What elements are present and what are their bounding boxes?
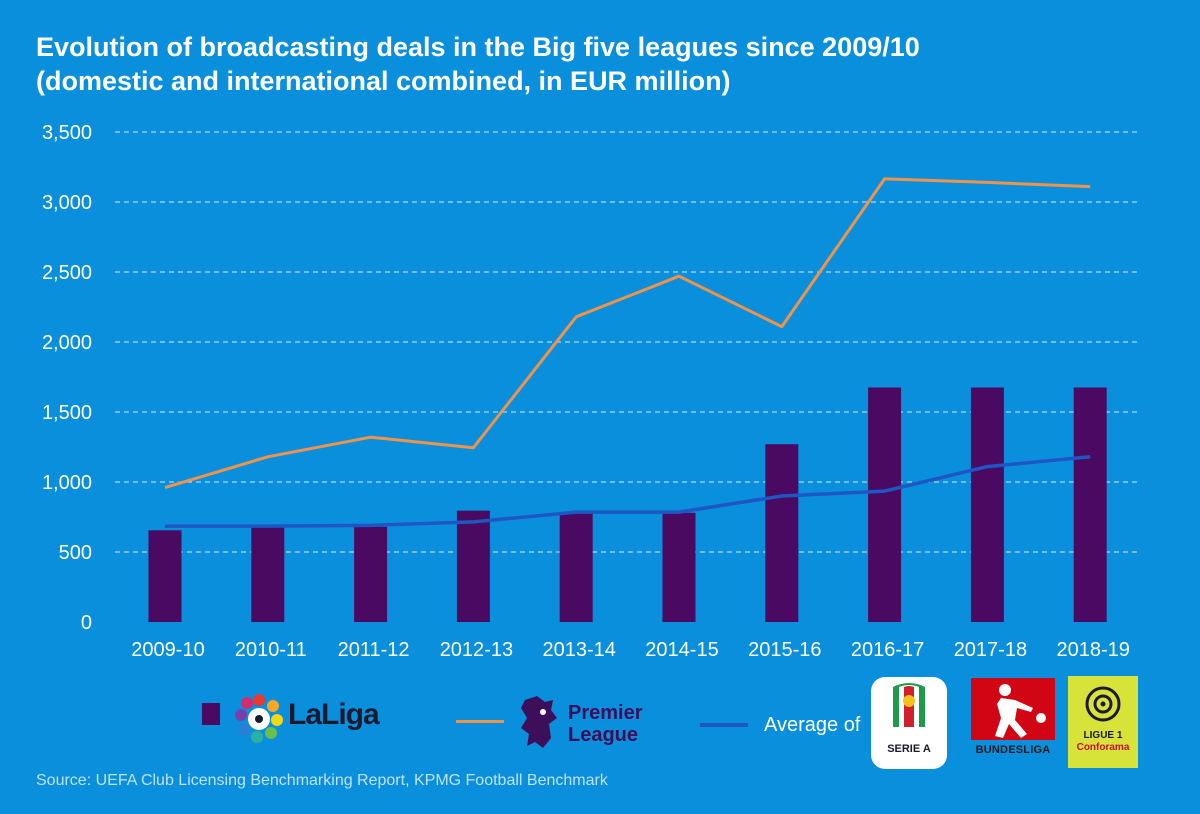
- x-tick-label: 2011-12: [338, 639, 410, 661]
- y-axis-tick-labels: 0 500 1,000 1,500 2,000 2,500 3,000 3,500: [42, 122, 92, 634]
- ligue-1-sponsor-label: Conforama: [1076, 742, 1130, 753]
- serie-a-logo: SERIE A: [871, 677, 947, 769]
- legend-premier-league-label: Premier League: [568, 702, 643, 746]
- bundesliga-label: BUNDESLIGA: [975, 744, 1051, 756]
- x-tick-label: 2010-11: [235, 639, 307, 661]
- y-tick-label: 0: [81, 612, 92, 634]
- x-tick-label: 2013-14: [542, 639, 615, 661]
- legend-pl-line2: League: [568, 724, 639, 746]
- x-tick-label: 2016-17: [851, 639, 924, 661]
- bundesliga-red-panel: [971, 678, 1055, 740]
- premier-league-lion-icon: [521, 696, 557, 748]
- x-tick-label: 2018-19: [1056, 639, 1129, 661]
- legend-average-label: Average of: [764, 714, 861, 736]
- line-series: [164, 177, 1091, 528]
- chart-title-line2: (domestic and international combined, in…: [36, 66, 731, 96]
- x-tick-label: 2012-13: [440, 639, 513, 661]
- x-tick-label: 2014-15: [645, 639, 718, 661]
- ligue-1-label: LIGUE 1: [1083, 730, 1123, 741]
- y-tick-label: 3,500: [42, 122, 92, 144]
- ligue-1-emblem-icon: [1085, 686, 1121, 722]
- legend-laliga-label: LaLiga: [288, 698, 380, 731]
- x-axis-tick-labels: 2009-10 2010-11 2011-12 2012-13 2013-14 2014-…: [131, 639, 1130, 661]
- y-tick-label: 1,000: [42, 472, 92, 494]
- legend-premier-league-swatch: [456, 720, 504, 723]
- x-tick-label: 2017-18: [954, 639, 1027, 661]
- laliga-logo-icon: [235, 694, 283, 743]
- bar-laliga: [456, 510, 490, 622]
- bar-laliga: [765, 444, 799, 622]
- x-tick-label: 2009-10: [131, 639, 204, 661]
- bar-laliga: [559, 512, 593, 622]
- bar-laliga: [354, 526, 388, 622]
- line-average: [165, 455, 1091, 528]
- y-tick-label: 500: [59, 542, 92, 564]
- serie-a-shield-icon: [893, 683, 925, 727]
- ligue-1-logo: LIGUE 1 Conforama: [1068, 676, 1138, 768]
- y-tick-label: 2,000: [42, 332, 92, 354]
- legend-average-swatch: [700, 723, 748, 727]
- bar-laliga: [251, 526, 285, 622]
- bar-series-laliga: [148, 387, 1107, 622]
- bar-laliga: [662, 512, 696, 622]
- bundesliga-logo: BUNDESLIGA: [971, 678, 1055, 764]
- x-tick-label: 2015-16: [748, 639, 821, 661]
- bar-laliga: [148, 530, 182, 622]
- y-tick-label: 3,000: [42, 192, 92, 214]
- legend-pl-line1: Premier: [568, 702, 643, 724]
- source-note: Source: UEFA Club Licensing Benchmarking…: [36, 772, 608, 789]
- y-tick-label: 1,500: [42, 402, 92, 424]
- bar-laliga: [1073, 387, 1107, 622]
- bar-laliga: [868, 387, 902, 622]
- serie-a-label: SERIE A: [887, 743, 931, 755]
- chart-title-line1: Evolution of broadcasting deals in the B…: [36, 32, 920, 62]
- line-premier-league: [164, 177, 1091, 490]
- bar-laliga: [970, 387, 1004, 622]
- y-tick-label: 2,500: [42, 262, 92, 284]
- chart-title: Evolution of broadcasting deals in the B…: [36, 30, 1166, 98]
- bundesliga-player-icon: [995, 684, 1046, 738]
- legend-laliga-swatch: [202, 703, 220, 725]
- chart-plot: 0 500 1,000 1,500 2,000 2,500 3,000 3,500 2009-…: [42, 122, 1140, 661]
